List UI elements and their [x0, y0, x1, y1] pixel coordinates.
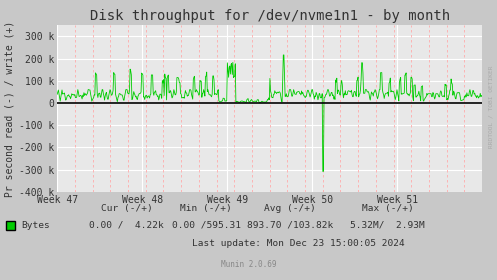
Text: Bytes: Bytes: [21, 221, 50, 230]
Text: 0.00 /  4.22k: 0.00 / 4.22k: [89, 221, 164, 230]
Text: Cur (-/+): Cur (-/+): [101, 204, 153, 213]
Text: RRDTOOL / TOBI OETIKER: RRDTOOL / TOBI OETIKER: [489, 65, 494, 148]
Text: 893.70 /103.82k: 893.70 /103.82k: [247, 221, 333, 230]
Text: Max (-/+): Max (-/+): [362, 204, 414, 213]
Text: Min (-/+): Min (-/+): [180, 204, 232, 213]
Text: Avg (-/+): Avg (-/+): [264, 204, 316, 213]
Title: Disk throughput for /dev/nvme1n1 - by month: Disk throughput for /dev/nvme1n1 - by mo…: [89, 9, 450, 23]
Y-axis label: Pr second read (-) / write (+): Pr second read (-) / write (+): [5, 20, 15, 197]
Text: 0.00 /595.31: 0.00 /595.31: [172, 221, 241, 230]
Text: Munin 2.0.69: Munin 2.0.69: [221, 260, 276, 269]
Text: Last update: Mon Dec 23 15:00:05 2024: Last update: Mon Dec 23 15:00:05 2024: [192, 239, 405, 248]
Text: 5.32M/  2.93M: 5.32M/ 2.93M: [350, 221, 425, 230]
